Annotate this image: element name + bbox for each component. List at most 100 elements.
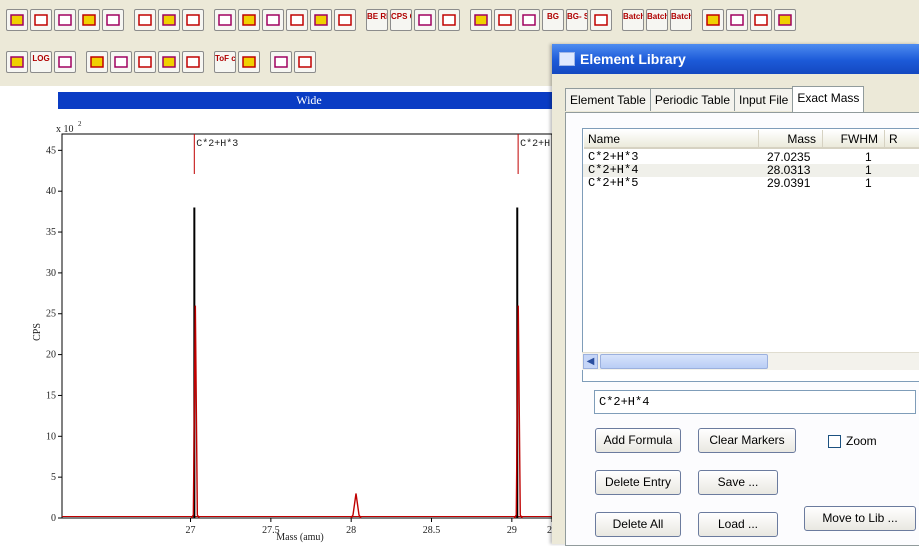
batch-info-icon[interactable]: Batch Info [670, 9, 692, 31]
peak-up-icon[interactable] [214, 9, 236, 31]
toolbar-button-text: Batch Info [671, 12, 692, 21]
table-row[interactable]: C*2+H*5 29.0391 1 [583, 177, 919, 190]
x-tick-label: 28.5 [423, 525, 441, 536]
column-header-r[interactable]: R [885, 130, 919, 149]
chevron-double-up-icon[interactable] [310, 9, 332, 31]
be-re-icon[interactable]: BE RE [366, 9, 388, 31]
scroll-thumb[interactable] [600, 354, 768, 369]
bg-icon[interactable]: BG [542, 9, 564, 31]
spectrum-icon[interactable] [438, 9, 460, 31]
list-horizontal-scrollbar[interactable]: ◀ [582, 352, 919, 370]
row-fwhm: 1 [865, 150, 872, 164]
y-tick-label: 0 [51, 513, 56, 524]
batch-conc2-icon[interactable]: Batch [646, 9, 668, 31]
add-formula-button[interactable]: Add Formula [595, 428, 681, 453]
x-tick-label: 28 [346, 525, 356, 536]
toolbar-separator [694, 9, 702, 31]
y-tick-label: 10 [46, 431, 56, 442]
formula-input[interactable]: C*2+H*4 [594, 390, 916, 414]
signal-icon[interactable] [590, 9, 612, 31]
scroll-left-arrow-icon[interactable]: ◀ [583, 354, 598, 369]
app-window-icon [559, 52, 575, 66]
tab-periodic-table[interactable]: Periodic Table [649, 88, 735, 111]
peak-find-icon[interactable] [238, 51, 260, 73]
cps-icon[interactable]: CPS C [390, 9, 412, 31]
delete-entry-button[interactable]: Delete Entry [595, 470, 681, 495]
peak-center-icon[interactable] [262, 9, 284, 31]
column-header-mass[interactable]: Mass [759, 130, 823, 149]
tab-exact-mass[interactable]: Exact Mass [792, 86, 865, 112]
y-tick-label: 25 [46, 309, 56, 320]
square-outline-icon[interactable] [6, 9, 28, 31]
window-grid-icon[interactable] [494, 9, 516, 31]
checkbox-icon[interactable] [828, 435, 841, 449]
y-multiplier: x 10 [56, 124, 74, 135]
peak-red-line [350, 493, 362, 519]
zoom-back-icon[interactable] [182, 51, 204, 73]
peak-left-icon[interactable] [238, 9, 260, 31]
clear-markers-button[interactable]: Clear Markers [698, 428, 796, 453]
tab-input-file[interactable]: Input File [734, 88, 794, 111]
zoom-label: Zoom [846, 434, 877, 448]
window-title: Element Library [580, 51, 686, 67]
toolbar-button-text: BE RE [367, 12, 387, 21]
x-ticks: 27 27.5 28 28.5 29 29 [186, 518, 552, 536]
column-header-fwhm[interactable]: FWHM [823, 130, 885, 149]
arrow-left-bar-icon[interactable] [158, 9, 180, 31]
expand-horizontal-icon[interactable] [182, 9, 204, 31]
toolbar-separator [206, 51, 214, 73]
load-button[interactable]: Load ... [698, 512, 778, 537]
spectrum-plot[interactable]: x 10 2 CPS Mass (amu) 0 5 10 15 20 25 30 35 40 45… [0, 112, 552, 544]
disabled4-icon[interactable] [774, 9, 796, 31]
bg-sub-icon[interactable]: BG- SUB [566, 9, 588, 31]
tof-cells-icon[interactable]: ToF cells [214, 51, 236, 73]
x-tick-label: 29 [507, 525, 517, 536]
table-row[interactable]: C*2+H*4 28.0313 1 [583, 164, 919, 177]
row-name: C*2+H*4 [588, 163, 639, 177]
peak-red-line [513, 305, 523, 519]
peak-label-icon[interactable] [286, 9, 308, 31]
marker-label: C*2+H*3 [196, 138, 238, 150]
tile-window-icon[interactable] [54, 9, 76, 31]
bracket-icon[interactable] [54, 51, 76, 73]
sample-icon[interactable] [270, 51, 292, 73]
toolbar-button-text: Batch [647, 12, 668, 21]
dark-window-icon[interactable] [78, 9, 100, 31]
zoom-full-icon[interactable] [86, 51, 108, 73]
x-tick-label: 29 [547, 525, 552, 536]
window-split-icon[interactable] [518, 9, 540, 31]
disabled3-icon[interactable] [750, 9, 772, 31]
formula-list[interactable]: Name Mass FWHM R C*2+H*3 27.0235 1 C*2+H*4 2… [582, 128, 919, 382]
key-icon[interactable] [414, 9, 436, 31]
column-header-name[interactable]: Name [584, 130, 759, 149]
chevron-double-down-icon[interactable] [334, 9, 356, 31]
delete-all-button[interactable]: Delete All [595, 512, 681, 537]
batch-conc-icon[interactable]: Batch Conc [622, 9, 644, 31]
disabled2-icon[interactable] [726, 9, 748, 31]
toolbar-button-text: BG- SUB [567, 12, 587, 21]
disabled1-icon[interactable] [702, 9, 724, 31]
table-row[interactable]: C*2+H*3 27.0235 1 [583, 151, 919, 164]
row-mass: 28.0313 [767, 163, 811, 177]
grid-window-icon[interactable] [102, 9, 124, 31]
tab-element-table[interactable]: Element Table [565, 88, 651, 111]
align-left-icon[interactable] [134, 9, 156, 31]
move-to-lib-button[interactable]: Move to Lib ... [804, 506, 916, 531]
grid-points-icon[interactable] [294, 51, 316, 73]
blue-square-icon[interactable] [470, 9, 492, 31]
bar-chart-icon[interactable] [6, 51, 28, 73]
copy-window-icon[interactable] [30, 9, 52, 31]
y-tick-label: 35 [46, 227, 56, 238]
zoom-right-icon[interactable] [158, 51, 180, 73]
row-fwhm: 1 [865, 176, 872, 190]
log-scale-icon[interactable]: LOG [30, 51, 52, 73]
element-library-titlebar[interactable]: Element Library [552, 44, 919, 74]
y-tick-label: 40 [46, 186, 56, 197]
zoom-center-icon[interactable] [134, 51, 156, 73]
zoom-checkbox[interactable]: Zoom [828, 433, 877, 449]
toolbar-button-text: CPS C [391, 12, 411, 21]
zoom-left-icon[interactable] [110, 51, 132, 73]
y-tick-label: 5 [51, 472, 56, 483]
y-tick-label: 15 [46, 390, 56, 401]
save-button[interactable]: Save ... [698, 470, 778, 495]
